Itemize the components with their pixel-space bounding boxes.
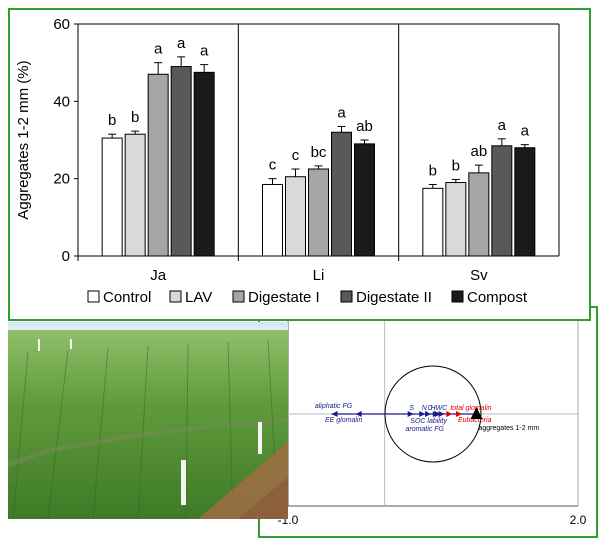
legend-label: Control [103, 289, 151, 306]
variable-arrowhead [355, 411, 362, 417]
x-tick-label: Sv [470, 267, 488, 284]
variable-label: Eubacteria [458, 417, 492, 424]
variable-label: S [409, 405, 414, 412]
significance-letter: a [200, 43, 209, 60]
variable-arrowhead [407, 411, 414, 417]
variable-label: EE glomalin [325, 417, 362, 424]
field-photo-image [8, 322, 288, 520]
legend-label: LAV [185, 289, 212, 306]
significance-letter: b [429, 162, 437, 179]
response-marker [470, 407, 483, 419]
significance-letter: a [498, 117, 507, 134]
bar [468, 172, 490, 257]
variable-arrowhead [331, 411, 338, 417]
legend-label: Compost [467, 289, 528, 306]
variable-arrowhead [419, 411, 426, 417]
variable-label: C [428, 405, 434, 412]
significance-letter: ab [356, 118, 373, 135]
variable-arrowhead [438, 411, 445, 417]
variable-label: total glomalin [450, 405, 491, 412]
x-tick-label: Li [313, 267, 325, 284]
significance-letter: b [108, 112, 116, 129]
variable-arrowhead [425, 411, 432, 417]
field-plots-photo [8, 322, 288, 520]
significance-letter: bc [311, 144, 327, 161]
variable-arrowhead [456, 411, 462, 417]
bar [285, 176, 306, 257]
y-axis-label: Aggregates 1-2 mm (%) [15, 60, 32, 219]
variable-label: aliphatic FG [315, 403, 353, 410]
y-tick-label: 20 [53, 171, 70, 188]
significance-letter: ab [470, 143, 487, 160]
bar [331, 131, 352, 257]
significance-letter: b [452, 157, 460, 174]
response-label: aggregates 1-2 mm [479, 425, 540, 432]
y-tick-label: 40 [53, 93, 70, 110]
bar [445, 182, 467, 257]
y-tick-label: 60 [53, 16, 70, 33]
significance-letter: c [292, 147, 300, 164]
significance-letter: b [131, 109, 139, 126]
bar [491, 145, 513, 257]
significance-letter: a [521, 123, 530, 140]
significance-letter: a [337, 104, 346, 121]
variable-arrowhead [446, 411, 453, 417]
bar [354, 143, 375, 257]
bar [514, 147, 536, 257]
significance-letter: c [269, 157, 277, 174]
variable-label: N [422, 405, 428, 412]
variable-label: aromatic FG [405, 426, 444, 433]
significance-letter: a [154, 41, 163, 58]
bar [193, 71, 215, 257]
variable-label: HWC [430, 405, 448, 412]
bar-chart-panel: 0 20 40 60 Aggregates 1-2 mm (%) Ja b b a a a Li c c b… [8, 8, 591, 321]
bar [147, 73, 169, 257]
y-tick-label: 0 [62, 248, 70, 265]
legend-swatch [169, 290, 182, 303]
legend-label: Digestate II [356, 289, 432, 306]
bar [101, 137, 123, 257]
bar [170, 66, 192, 257]
legend-label: Digestate I [248, 289, 320, 306]
variable-label: SOC lability [410, 418, 447, 425]
legend-swatch [340, 290, 353, 303]
bar [308, 168, 329, 257]
pca-biplot-panel: -1.0 2.0 aliphatic FG EE glomalin S N C HWC tota… [258, 306, 598, 538]
bar [262, 183, 283, 257]
variable-arrowhead [434, 411, 441, 417]
legend-swatch [232, 290, 245, 303]
bar [422, 187, 444, 257]
legend-swatch [87, 290, 100, 303]
legend-swatch [451, 290, 464, 303]
x-tick-label: Ja [150, 267, 167, 284]
biplot-x-tick-label: 2.0 [570, 513, 587, 527]
bar [124, 133, 146, 257]
significance-letter: a [177, 35, 186, 52]
